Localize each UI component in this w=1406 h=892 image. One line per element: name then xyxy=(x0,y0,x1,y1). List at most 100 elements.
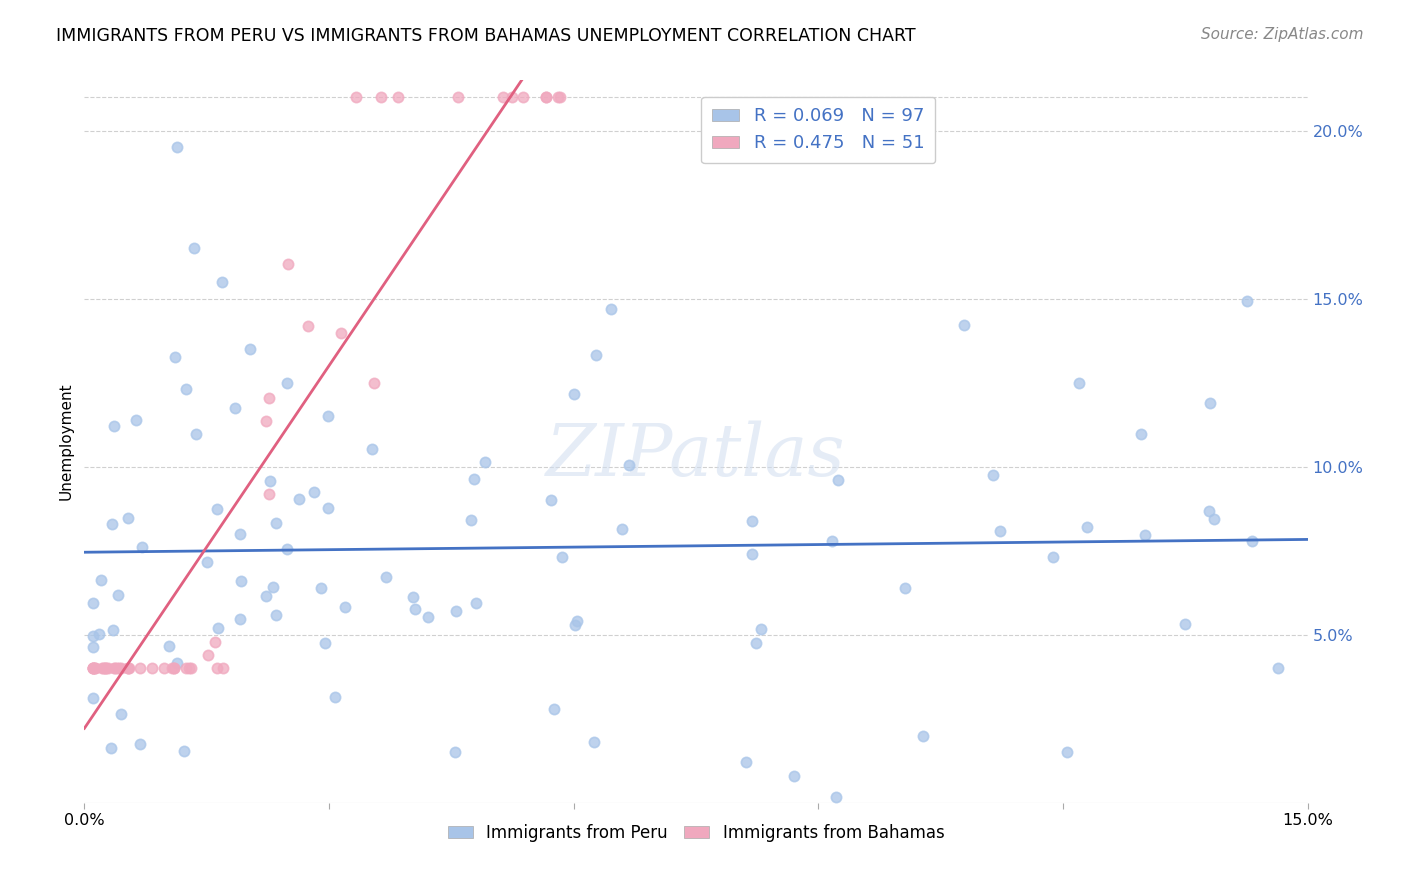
Point xyxy=(912,729,935,743)
Point xyxy=(375,570,398,584)
Point xyxy=(110,661,132,675)
Point xyxy=(276,376,298,390)
Text: ZIPatlas: ZIPatlas xyxy=(546,421,846,491)
Point xyxy=(82,661,104,675)
Point xyxy=(207,501,229,516)
Point xyxy=(329,326,352,340)
Point xyxy=(463,472,485,486)
Point xyxy=(323,690,346,704)
Point xyxy=(741,514,763,528)
Point xyxy=(540,492,562,507)
Point xyxy=(565,614,588,628)
Point xyxy=(229,527,252,541)
Point xyxy=(82,661,104,675)
Point xyxy=(91,661,114,675)
Point xyxy=(141,661,163,675)
Point xyxy=(600,301,623,316)
Point xyxy=(1241,533,1264,548)
Point xyxy=(1133,528,1156,542)
Point xyxy=(981,467,1004,482)
Point xyxy=(512,90,534,104)
Point xyxy=(117,661,139,675)
Point xyxy=(157,640,180,654)
Point xyxy=(444,604,467,618)
Point xyxy=(224,401,246,416)
Point xyxy=(173,744,195,758)
Point xyxy=(543,702,565,716)
Point xyxy=(316,409,339,424)
Point xyxy=(1056,745,1078,759)
Point xyxy=(197,555,219,569)
Point xyxy=(89,626,111,640)
Point xyxy=(83,661,105,675)
Point xyxy=(259,474,281,488)
Point xyxy=(734,756,756,770)
Point xyxy=(302,485,325,500)
Point xyxy=(262,580,284,594)
Point xyxy=(309,581,332,595)
Point xyxy=(174,661,197,675)
Point xyxy=(94,661,117,675)
Point xyxy=(166,140,188,154)
Point xyxy=(257,487,280,501)
Point xyxy=(564,387,586,401)
Point xyxy=(204,634,226,648)
Point xyxy=(153,661,176,675)
Point xyxy=(163,661,186,675)
Point xyxy=(180,661,202,675)
Point xyxy=(1236,293,1258,308)
Point xyxy=(94,661,117,675)
Point xyxy=(97,661,120,675)
Point xyxy=(1069,376,1091,390)
Point xyxy=(162,661,184,675)
Point xyxy=(277,257,299,271)
Point xyxy=(276,541,298,556)
Point xyxy=(254,414,277,428)
Point xyxy=(460,512,482,526)
Point xyxy=(1204,512,1226,526)
Point xyxy=(893,581,915,595)
Point xyxy=(416,610,439,624)
Point xyxy=(211,275,233,289)
Point xyxy=(163,350,186,364)
Point xyxy=(231,574,253,588)
Point xyxy=(91,661,114,675)
Point xyxy=(174,382,197,396)
Point xyxy=(177,661,200,675)
Point xyxy=(501,90,523,104)
Y-axis label: Unemployment: Unemployment xyxy=(58,383,73,500)
Point xyxy=(118,661,141,675)
Point xyxy=(82,691,104,706)
Point xyxy=(551,549,574,564)
Point xyxy=(84,661,107,675)
Point xyxy=(361,442,384,456)
Point xyxy=(1174,616,1197,631)
Point xyxy=(82,661,104,675)
Point xyxy=(1076,520,1098,534)
Point xyxy=(183,241,205,255)
Point xyxy=(610,523,633,537)
Point xyxy=(314,636,336,650)
Point xyxy=(751,623,773,637)
Point xyxy=(536,90,558,104)
Point xyxy=(988,524,1011,538)
Point xyxy=(744,636,766,650)
Point xyxy=(564,617,586,632)
Point xyxy=(346,90,368,104)
Point xyxy=(266,607,288,622)
Point xyxy=(952,318,974,333)
Point xyxy=(444,745,467,759)
Point xyxy=(619,458,641,472)
Point xyxy=(1267,661,1289,675)
Point xyxy=(536,90,558,104)
Point xyxy=(474,454,496,468)
Point xyxy=(447,90,470,104)
Point xyxy=(229,612,252,626)
Point xyxy=(402,590,425,604)
Text: Source: ZipAtlas.com: Source: ZipAtlas.com xyxy=(1201,27,1364,42)
Point xyxy=(363,376,385,390)
Point xyxy=(82,661,104,675)
Point xyxy=(465,596,488,610)
Point xyxy=(264,516,287,530)
Point xyxy=(94,661,117,675)
